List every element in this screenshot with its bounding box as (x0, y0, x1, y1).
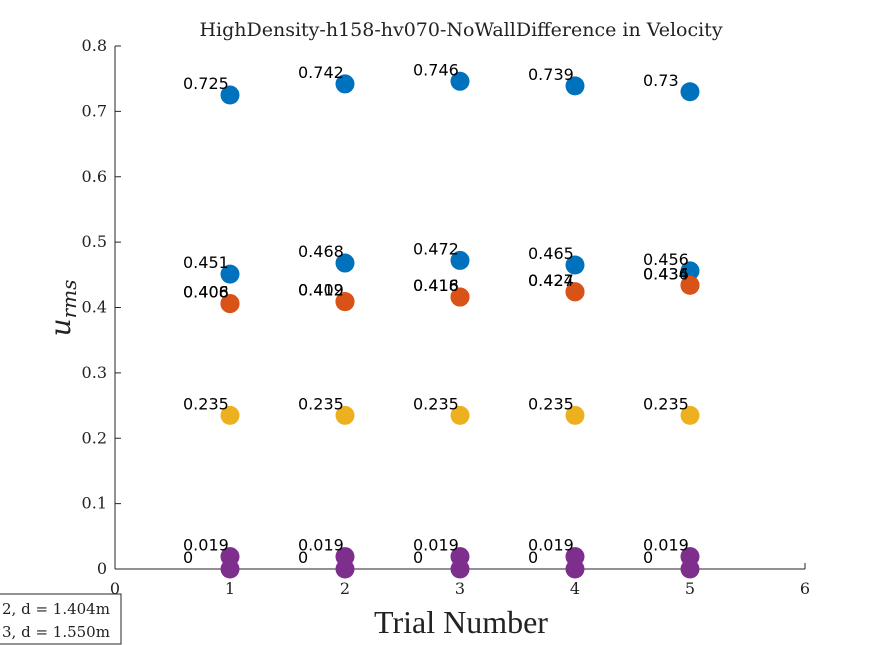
y-tick-label: 0.8 (82, 36, 107, 55)
data-label: 0.406 (183, 283, 229, 302)
data-label: 0.73 (643, 71, 679, 90)
data-point (335, 74, 355, 94)
data-point (565, 405, 585, 425)
data-label: 0 (183, 548, 193, 567)
data-label: 0.409 (298, 281, 344, 300)
data-point (450, 71, 470, 91)
data-point (220, 264, 240, 284)
data-point (680, 261, 700, 281)
y-ticks: 0 0.1 0.2 0.3 0.4 0.5 0.6 0.7 0.8 (82, 36, 121, 578)
data-label: 0 (528, 548, 538, 567)
legend-entry: 3, d = 1.550m (2, 623, 110, 641)
x-tick-label: 0 (110, 579, 120, 598)
data-markers (220, 71, 700, 579)
data-label: 0.019 (413, 536, 459, 555)
data-point (450, 559, 470, 579)
legend: 2, d = 1.404m 3, d = 1.550m (0, 593, 122, 645)
data-point (680, 82, 700, 102)
data-point (220, 559, 240, 579)
data-label: 0.456 (643, 250, 689, 269)
y-tick-label: 0.4 (82, 298, 107, 317)
data-point (450, 287, 470, 307)
y-tick-label: 0.3 (82, 363, 107, 382)
data-label: 0.019 (528, 536, 574, 555)
data-label: 0.451 (183, 253, 229, 272)
x-tick-label: 4 (570, 579, 580, 598)
data-point (335, 405, 355, 425)
data-point (565, 559, 585, 579)
data-label: 0.427 (528, 271, 574, 290)
data-point (335, 559, 355, 579)
legend-box (0, 593, 122, 645)
data-label: 0.465 (528, 244, 574, 263)
data-label: 0.019 (183, 536, 229, 555)
y-axis-label-main: u (44, 318, 77, 336)
data-label: 0.408 (183, 283, 229, 302)
data-label: 0.235 (183, 394, 229, 413)
x-tick-label: 6 (800, 579, 810, 598)
data-label: 0.416 (413, 276, 459, 295)
y-axis-label-sub: rms (57, 280, 81, 319)
y-tick-label: 0.1 (82, 494, 107, 513)
data-point (335, 253, 355, 273)
data-point (680, 275, 700, 295)
x-tick-label: 3 (455, 579, 465, 598)
data-labels: 0.725 0.742 0.746 0.739 0.73 0.451 0.468 0.472 0… (183, 60, 689, 567)
data-point (565, 282, 585, 302)
y-tick-label: 0 (97, 559, 107, 578)
data-label: 0.434 (643, 264, 689, 283)
data-point (680, 559, 700, 579)
x-axis-label: Trial Number (374, 604, 548, 640)
data-label: 0.739 (528, 65, 574, 84)
data-point (680, 405, 700, 425)
legend-entry: 2, d = 1.404m (2, 600, 110, 618)
data-label: 0.019 (298, 536, 344, 555)
data-label: 0.725 (183, 74, 229, 93)
data-label: 0.235 (528, 394, 574, 413)
y-tick-label: 0.6 (82, 167, 107, 186)
data-label: 0.424 (528, 271, 574, 290)
x-tick-label: 2 (340, 579, 350, 598)
data-label: 0.412 (298, 281, 344, 300)
data-label: 0.235 (298, 394, 344, 413)
x-tick-label: 1 (225, 579, 235, 598)
data-point (220, 294, 240, 314)
data-label: 0.235 (643, 394, 689, 413)
y-tick-label: 0.7 (82, 101, 107, 120)
y-tick-label: 0.5 (82, 232, 107, 251)
data-label: 0.468 (298, 242, 344, 261)
chart-title: HighDensity-h158-hv070-NoWallDifference … (199, 19, 722, 41)
data-point (450, 405, 470, 425)
data-label: 0.235 (413, 394, 459, 413)
data-point (220, 405, 240, 425)
data-point (220, 85, 240, 105)
data-point (565, 255, 585, 275)
data-label: 0 (643, 548, 653, 567)
data-point (450, 250, 470, 270)
data-label: 0.746 (413, 60, 459, 79)
data-point (565, 76, 585, 96)
data-label: 0 (298, 548, 308, 567)
data-label: 0.472 (413, 239, 459, 258)
data-label: 0.436 (643, 264, 689, 283)
data-label: 0.742 (298, 63, 344, 82)
y-tick-label: 0.2 (82, 428, 107, 447)
x-tick-label: 5 (685, 579, 695, 598)
data-label: 0.418 (413, 276, 459, 295)
data-label: 0 (413, 548, 423, 567)
data-point (335, 292, 355, 312)
y-axis-label: urms (44, 280, 81, 337)
data-label: 0.019 (643, 536, 689, 555)
